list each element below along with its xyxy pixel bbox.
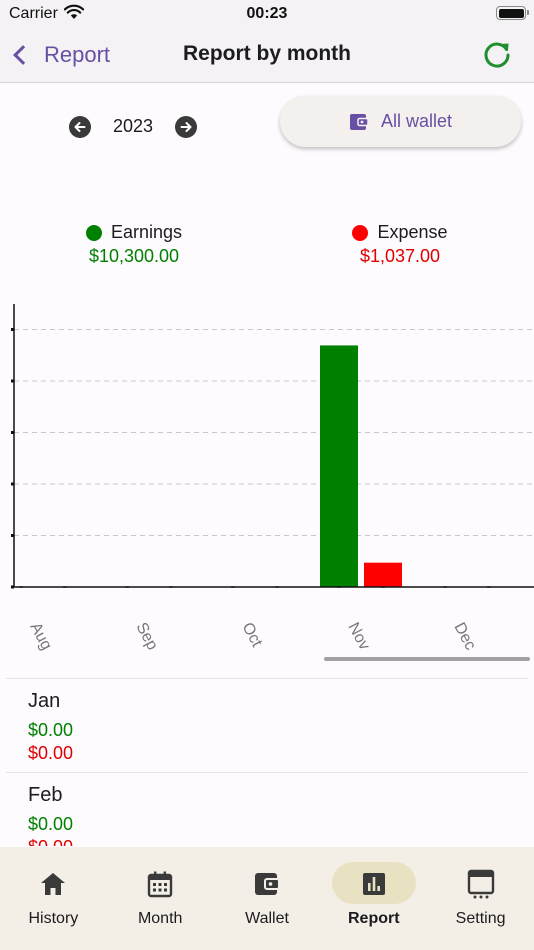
chart-scrollbar[interactable] [324, 657, 530, 661]
month-expense: $0.00 [28, 837, 528, 846]
next-year-button[interactable] [175, 116, 197, 138]
calendar-icon [147, 871, 173, 898]
expense-label: Expense [377, 222, 448, 242]
bottom-navigation: History Month Wallet Report Setting [0, 847, 534, 950]
bar-earnings-nov[interactable] [320, 345, 358, 587]
month-earnings: $0.00 [28, 814, 74, 834]
earnings-summary: Earnings $10,300.00 [24, 222, 244, 267]
monthly-bar-chart[interactable]: Aug Sep Oct Nov Dec [0, 296, 534, 666]
x-tick-label: Nov [344, 620, 372, 653]
nav-item-report[interactable]: Report [320, 847, 427, 950]
month-name: Feb [28, 784, 63, 806]
chevron-left-icon [13, 45, 33, 65]
back-button[interactable]: Report [8, 38, 110, 72]
x-tick-label: Dec [450, 620, 478, 653]
wallet-icon [349, 113, 369, 130]
battery-icon [496, 6, 529, 20]
wifi-icon [64, 4, 84, 19]
expense-legend-dot [352, 224, 369, 241]
nav-label: Report [348, 910, 400, 927]
expense-summary: Expense $1,037.00 [290, 222, 510, 267]
clock: 00:23 [246, 5, 288, 22]
expense-amount: $1,037.00 [359, 246, 441, 266]
settings-icon [467, 869, 494, 899]
month-name: Jan [28, 690, 61, 712]
nav-label: Wallet [245, 910, 289, 927]
nav-item-wallet[interactable]: Wallet [214, 847, 321, 950]
month-list[interactable]: Jan $0.00 $0.00 Feb $0.00 $0.00 [6, 678, 528, 846]
earnings-label: Earnings [110, 222, 183, 242]
previous-year-button[interactable] [69, 116, 91, 138]
nav-item-month[interactable]: Month [107, 847, 214, 950]
x-tick-label: Aug [26, 620, 54, 653]
nav-label: Setting [455, 910, 506, 927]
app-bar: Report Report by month [0, 28, 534, 83]
bar-chart-icon [362, 873, 385, 895]
month-list-item[interactable]: Jan $0.00 $0.00 [6, 678, 528, 772]
status-bar: Carrier 00:23 [0, 0, 534, 28]
nav-item-history[interactable]: History [0, 847, 107, 950]
bar-expense-nov[interactable] [364, 562, 402, 587]
back-label: Report [44, 42, 111, 67]
x-tick-label: Oct [238, 620, 265, 650]
wallet-filter-button[interactable]: All wallet [280, 96, 521, 147]
nav-item-setting[interactable]: Setting [427, 847, 534, 950]
wallet-icon [254, 873, 280, 895]
carrier-label: Carrier [9, 5, 58, 22]
refresh-icon[interactable] [482, 40, 512, 70]
month-earnings: $0.00 [28, 720, 74, 740]
month-expense: $0.00 [28, 743, 74, 763]
earnings-amount: $10,300.00 [88, 246, 180, 266]
x-tick-label: Sep [132, 620, 160, 653]
home-icon [41, 873, 66, 895]
nav-label: History [28, 910, 79, 927]
nav-label: Month [137, 910, 183, 927]
earnings-legend-dot [85, 224, 102, 241]
year-label: 2023 [112, 116, 154, 136]
month-list-item[interactable]: Feb $0.00 $0.00 [6, 772, 528, 846]
wallet-filter-label: All wallet [380, 111, 453, 131]
